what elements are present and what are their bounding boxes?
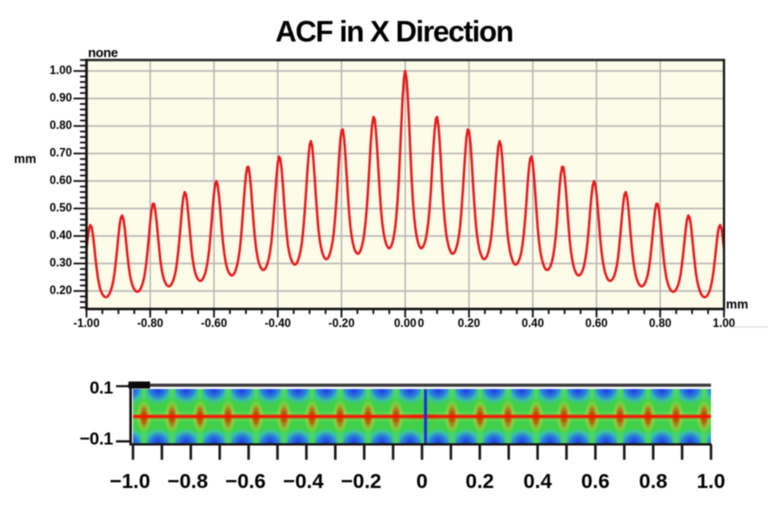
svg-text:0.40: 0.40 (522, 318, 544, 330)
svg-text:0.80: 0.80 (50, 120, 72, 132)
svg-text:−0.4: −0.4 (283, 470, 324, 493)
svg-text:none: none (88, 45, 118, 60)
svg-text:0.80: 0.80 (649, 318, 671, 330)
svg-text:0.60: 0.60 (585, 318, 607, 330)
svg-text:mm: mm (726, 298, 748, 312)
svg-text:0: 0 (418, 318, 424, 330)
svg-text:0.40: 0.40 (50, 230, 72, 242)
svg-text:0.30: 0.30 (50, 258, 72, 270)
svg-text:−0.2: −0.2 (341, 470, 381, 493)
svg-text:−0.6: −0.6 (225, 470, 265, 493)
svg-text:0.70: 0.70 (50, 148, 72, 160)
svg-text:mm: mm (14, 152, 36, 166)
svg-text:−1.0: −1.0 (110, 470, 150, 493)
svg-text:1.0: 1.0 (697, 470, 726, 493)
svg-text:0.20: 0.20 (50, 285, 72, 297)
svg-text:-0.40: -0.40 (265, 318, 291, 330)
svg-text:-0.20: -0.20 (328, 318, 354, 330)
svg-text:0.2: 0.2 (466, 470, 495, 493)
svg-text:0.8: 0.8 (639, 470, 668, 493)
svg-text:0.90: 0.90 (50, 93, 72, 105)
svg-text:0: 0 (416, 470, 427, 493)
svg-text:−0.1: −0.1 (80, 429, 114, 449)
svg-text:0.4: 0.4 (523, 470, 552, 493)
svg-text:0.6: 0.6 (581, 470, 610, 493)
svg-text:0.50: 0.50 (50, 203, 72, 215)
svg-text:-1.00: -1.00 (73, 318, 99, 330)
svg-text:−0.8: −0.8 (168, 470, 208, 493)
svg-text:0.00: 0.00 (394, 318, 416, 330)
svg-text:0.60: 0.60 (50, 175, 72, 187)
svg-text:0.20: 0.20 (458, 318, 480, 330)
svg-text:0.1: 0.1 (90, 378, 114, 398)
svg-text:1.00: 1.00 (713, 318, 735, 330)
svg-text:1.00: 1.00 (50, 65, 72, 77)
svg-text:ACF in X Direction: ACF in X Direction (275, 16, 513, 49)
svg-text:-0.60: -0.60 (201, 318, 227, 330)
svg-text:-0.80: -0.80 (137, 318, 163, 330)
